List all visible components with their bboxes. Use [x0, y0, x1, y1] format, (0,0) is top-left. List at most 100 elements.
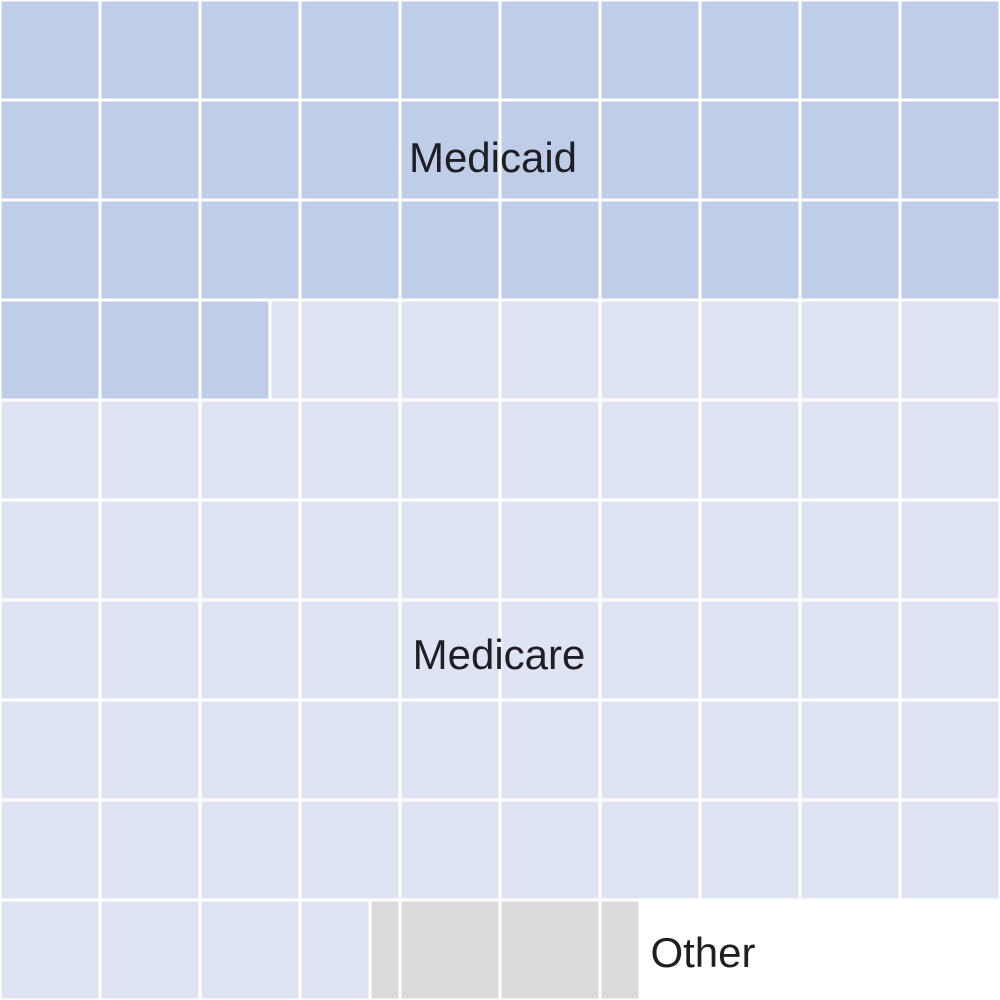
- waffle-cell-medicare-50: [198, 798, 302, 902]
- waffle-cell-medicare-13: [498, 398, 602, 502]
- waffle-cell-medicare-16: [798, 398, 902, 502]
- waffle-cell-medicaid-18: [798, 98, 902, 202]
- waffle-cell-medicare-46: [798, 698, 902, 802]
- waffle-cell-medicare-9: [98, 398, 202, 502]
- waffle-cell-medicare-6: [798, 298, 902, 402]
- waffle-cell-medicare-2: [398, 298, 502, 402]
- waffle-cell-medicare-19: [98, 498, 202, 602]
- waffle-cell-medicare-23: [498, 498, 602, 602]
- waffle-cell-medicare-0: [268, 298, 302, 402]
- waffle-cell-medicare-29: [98, 598, 202, 702]
- waffle-cell-medicaid-2: [198, 0, 302, 102]
- waffle-cell-medicare-40: [198, 698, 302, 802]
- waffle-cell-medicare-47: [898, 698, 1000, 802]
- waffle-cell-medicare-54: [598, 798, 702, 902]
- waffle-cell-medicare-39: [98, 698, 202, 802]
- waffle-cell-medicaid-32: [198, 298, 272, 402]
- waffle-cell-medicare-58: [0, 898, 102, 1000]
- waffle-cell-medicare-56: [798, 798, 902, 902]
- medicaid-label: Medicaid: [409, 134, 577, 181]
- waffle-cell-medicare-60: [198, 898, 302, 1000]
- waffle-cell-medicare-17: [898, 398, 1000, 502]
- waffle-cell-medicaid-24: [398, 198, 502, 302]
- waffle-cell-medicare-4: [598, 298, 702, 402]
- waffle-cell-medicaid-11: [98, 98, 202, 202]
- waffle-cell-medicaid-8: [798, 0, 902, 102]
- waffle-cell-medicare-52: [398, 798, 502, 902]
- waffle-cell-medicare-27: [898, 498, 1000, 602]
- waffle-cell-medicare-53: [498, 798, 602, 902]
- waffle-cell-medicaid-4: [398, 0, 502, 102]
- waffle-cell-medicare-26: [798, 498, 902, 602]
- waffle-cell-medicaid-20: [0, 198, 102, 302]
- waffle-cell-medicare-12: [398, 398, 502, 502]
- waffle-cell-medicaid-23: [298, 198, 402, 302]
- waffle-cell-medicare-8: [0, 398, 102, 502]
- waffle-cell-medicaid-29: [898, 198, 1000, 302]
- waffle-cell-medicare-35: [698, 598, 802, 702]
- waffle-cell-medicare-48: [0, 798, 102, 902]
- waffle-cell-medicare-37: [898, 598, 1000, 702]
- waffle-cell-medicare-11: [298, 398, 402, 502]
- waffle-cell-medicare-30: [198, 598, 302, 702]
- waffle-cell-medicare-3: [498, 298, 602, 402]
- waffle-cell-medicare-14: [598, 398, 702, 502]
- waffle-cell-medicare-22: [398, 498, 502, 602]
- waffle-cell-medicaid-17: [698, 98, 802, 202]
- waffle-cell-other-1: [398, 898, 502, 1000]
- waffle-cell-medicare-38: [0, 698, 102, 802]
- waffle-cell-medicare-31: [298, 598, 402, 702]
- other-label: Other: [650, 929, 755, 976]
- waffle-cell-medicaid-30: [0, 298, 102, 402]
- waffle-cell-medicare-24: [598, 498, 702, 602]
- waffle-cell-medicare-36: [798, 598, 902, 702]
- waffle-cell-medicare-55: [698, 798, 802, 902]
- waffle-cell-medicaid-9: [898, 0, 1000, 102]
- waffle-cell-medicare-25: [698, 498, 802, 602]
- waffle-cell-medicare-57: [898, 798, 1000, 902]
- waffle-cell-medicaid-31: [98, 298, 202, 402]
- waffle-cell-medicaid-27: [698, 198, 802, 302]
- waffle-cell-medicaid-16: [598, 98, 702, 202]
- medicare-label: Medicare: [413, 631, 586, 678]
- waffle-cell-medicare-28: [0, 598, 102, 702]
- waffle-cell-medicare-61: [298, 898, 372, 1000]
- waffle-cell-medicaid-1: [98, 0, 202, 102]
- waffle-cell-medicare-59: [98, 898, 202, 1000]
- waffle-cell-medicaid-14: [398, 98, 502, 202]
- waffle-cell-medicaid-5: [498, 0, 602, 102]
- waffle-cell-medicare-7: [898, 298, 1000, 402]
- waffle-cell-medicaid-6: [598, 0, 702, 102]
- waffle-cell-medicare-41: [298, 698, 402, 802]
- waffle-cell-medicare-10: [198, 398, 302, 502]
- waffle-cell-medicare-42: [398, 698, 502, 802]
- waffle-cell-medicaid-26: [598, 198, 702, 302]
- waffle-cell-medicaid-7: [698, 0, 802, 102]
- waffle-cell-medicaid-22: [198, 198, 302, 302]
- waffle-cell-medicaid-10: [0, 98, 102, 202]
- waffle-cell-medicare-49: [98, 798, 202, 902]
- waffle-cell-medicaid-12: [198, 98, 302, 202]
- waffle-cell-medicaid-25: [498, 198, 602, 302]
- waffle-cell-other-2: [498, 898, 602, 1000]
- waffle-cell-medicaid-21: [98, 198, 202, 302]
- waffle-cell-medicare-5: [698, 298, 802, 402]
- waffle-cell-medicare-15: [698, 398, 802, 502]
- waffle-cell-medicare-18: [0, 498, 102, 602]
- waffle-cell-other-3: [598, 898, 642, 1000]
- waffle-cell-medicare-20: [198, 498, 302, 602]
- waffle-labels: Medicaid Medicare Other: [409, 134, 756, 976]
- waffle-cell-medicaid-19: [898, 98, 1000, 202]
- waffle-cell-medicaid-13: [298, 98, 402, 202]
- waffle-cell-medicare-1: [298, 298, 402, 402]
- waffle-cell-medicaid-0: [0, 0, 102, 102]
- waffle-cell-medicaid-3: [298, 0, 402, 102]
- waffle-cell-medicare-45: [698, 698, 802, 802]
- waffle-cell-medicare-34: [598, 598, 702, 702]
- waffle-cell-medicare-51: [298, 798, 402, 902]
- waffle-cell-medicare-44: [598, 698, 702, 802]
- waffle-cell-medicare-21: [298, 498, 402, 602]
- waffle-cell-other-0: [368, 898, 402, 1000]
